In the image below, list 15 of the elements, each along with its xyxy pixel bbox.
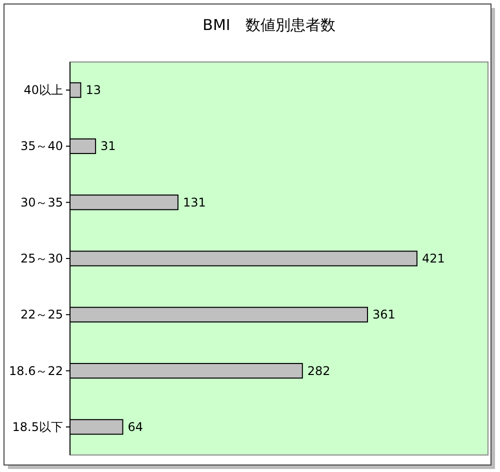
data-label: 421 <box>422 252 445 266</box>
data-label: 64 <box>128 420 144 434</box>
data-label: 131 <box>182 195 206 210</box>
chart-title: BMI 数値別患者数 <box>202 16 336 34</box>
y-tick-label: 35～40 <box>20 139 63 154</box>
y-tick-label: 30～35 <box>20 195 63 210</box>
y-tick-label: 40以上 <box>24 83 63 98</box>
y-tick-label: 22～25 <box>20 308 63 322</box>
y-tick-label: 18.6～22 <box>9 364 63 378</box>
data-label: 31 <box>100 139 116 154</box>
data-label: 361 <box>372 308 396 322</box>
data-label: 13 <box>86 83 101 98</box>
y-tick-label: 18.5以下 <box>12 420 63 434</box>
y-tick-label: 25～30 <box>20 252 63 266</box>
data-label: 282 <box>307 364 330 378</box>
